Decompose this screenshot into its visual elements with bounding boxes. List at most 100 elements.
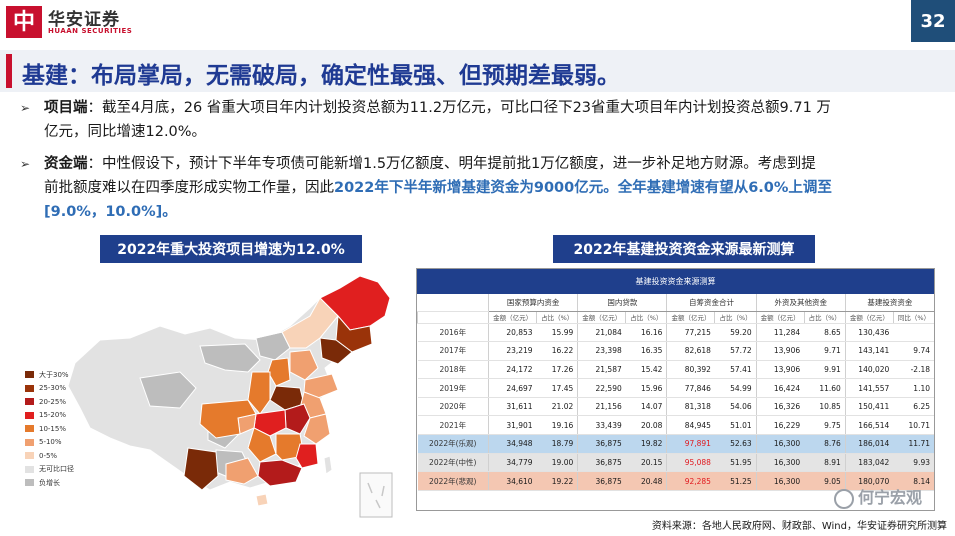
table-caption: 2022年基建投资资金来源最新测算 [553, 235, 815, 263]
funding-table: 国家预算内资金 国内贷款 自筹资金合计 外资及其他资金 基建投资资金 金额（亿元） 占比（… [416, 294, 934, 491]
legend-label: 5-10% [39, 438, 62, 447]
column-sub-header: 金额（亿元） [755, 311, 805, 324]
row-year: 2022年(悲观) [417, 471, 489, 491]
table-cell: 33,439 [577, 415, 626, 436]
table-cell: 20.08 [625, 415, 667, 436]
column-sub-header: 同比（%） [892, 311, 934, 324]
table-cell: 20.48 [625, 471, 667, 491]
table-cell: 57.72 [714, 341, 757, 361]
legend-item: 无可比口径 [25, 463, 74, 477]
funding-table-panel: 基建投资资金来源测算 国家预算内资金 国内贷款 自筹资金合计 外资及其他资金 基建投资资… [416, 268, 935, 511]
table-row: 2022年(乐观) 34,948 18.79 36,875 19.82 97,891 52.… [417, 434, 934, 454]
table-cell: 21,587 [577, 360, 626, 380]
region-taiwan [323, 455, 333, 475]
legend-label: 无可比口径 [39, 465, 74, 474]
scs-dashes [367, 482, 385, 509]
table-cell: 54.99 [714, 378, 757, 398]
table-cell: 6.25 [893, 397, 934, 417]
table-cell: -2.18 [893, 360, 934, 380]
legend-item: 5-10% [25, 436, 74, 450]
column-group-header: 外资及其他资金 [755, 294, 846, 312]
table-cell: 51.95 [714, 453, 757, 473]
table-cell: 34,779 [488, 453, 537, 473]
table-cell: 36,875 [577, 434, 626, 454]
column-sub-header: 占比（%） [625, 311, 667, 324]
table-cell: 11.60 [804, 378, 846, 398]
table-cell: 8.91 [804, 453, 846, 473]
region-zhejiang [303, 413, 331, 445]
legend-item: 20-25% [25, 395, 74, 409]
table-cell: 57.41 [714, 360, 757, 380]
table-cell: 31,611 [488, 397, 537, 417]
brand-logo: 中 [6, 6, 42, 38]
column-sub-header: 占比（%） [714, 311, 757, 324]
column-sub-header: 金额（亿元） [577, 311, 626, 324]
legend-swatch [25, 479, 34, 487]
table-cell: 15.96 [625, 378, 667, 398]
table-cell: 143,141 [844, 341, 894, 361]
legend-swatch [25, 465, 34, 473]
column-sub-header: 占比（%） [803, 311, 846, 324]
table-cell [893, 323, 934, 343]
table-cell: 81,318 [666, 397, 715, 417]
table-cell: 15.99 [536, 323, 578, 343]
legend-label: 负增长 [39, 478, 60, 487]
table-cell: 18.79 [536, 434, 578, 454]
table-cell: 31,901 [488, 415, 537, 436]
table-cell: 14.07 [625, 397, 667, 417]
table-cell: 10.85 [804, 397, 846, 417]
legend-item: 15-20% [25, 409, 74, 423]
table-cell: 180,070 [844, 471, 894, 491]
table-cell: 141,557 [844, 378, 894, 398]
table-cell: 9.75 [804, 415, 846, 436]
row-year: 2017年 [417, 341, 489, 361]
page-number: 32 [911, 0, 955, 42]
table-cell: 16.35 [625, 341, 667, 361]
table-row: 2019年 24,697 17.45 22,590 15.96 77,846 54.99 16… [417, 378, 934, 398]
table-cell: 21,084 [577, 323, 626, 343]
table-cell: 9.93 [893, 453, 934, 473]
region-hunan [247, 427, 277, 463]
column-sub-header: 占比（%） [536, 311, 578, 324]
logo-mark: 中 [12, 9, 35, 35]
table-cell: 19.16 [536, 415, 578, 436]
table-title: 基建投资资金来源测算 [417, 269, 934, 294]
table-cell: 34,948 [488, 434, 537, 454]
table-cell: 183,042 [844, 453, 894, 473]
table-cell: 19.82 [625, 434, 667, 454]
legend-label: 0-5% [39, 451, 58, 460]
table-cell: 21.02 [536, 397, 578, 417]
table-cell: 80,392 [666, 360, 715, 380]
source-note: 资料来源：各地人民政府网、财政部、Wind，华安证券研究所测算 [651, 521, 947, 532]
region-hebei [289, 349, 319, 381]
bullet-text-line2: 前批额度难以在四季度形成实物工作量，因此2022年下半年新增基建资金为9000亿… [44, 180, 832, 196]
legend-label: 15-20% [39, 411, 66, 420]
region-liaoning [319, 337, 353, 365]
table-cell: 15.42 [625, 360, 667, 380]
table-cell: 36,875 [577, 453, 626, 473]
column-sub-header: 金额（亿元） [844, 311, 894, 324]
table-cell: 23,398 [577, 341, 626, 361]
row-year: 2022年(中性) [417, 453, 489, 473]
region-shanxi [267, 357, 291, 387]
table-cell: 166,514 [844, 415, 894, 436]
table-cell: 19.00 [536, 453, 578, 473]
legend-item: 10-15% [25, 422, 74, 436]
table-cell: 16,300 [755, 434, 805, 454]
table-cell: 36,875 [577, 471, 626, 491]
table-cell: 84,945 [666, 415, 715, 436]
row-year: 2022年(乐观) [417, 434, 489, 454]
row-year: 2020年 [417, 397, 489, 417]
legend-label: 10-15% [39, 424, 66, 433]
table-cell: 17.45 [536, 378, 578, 398]
table-cell: 130,436 [844, 323, 894, 343]
region-guangxi [225, 457, 259, 485]
legend-label: 大于30% [39, 370, 69, 379]
legend-swatch [25, 438, 34, 446]
column-group-header: 国内贷款 [577, 294, 667, 312]
legend-item: 负增长 [25, 476, 74, 490]
bullet-key: 资金端 [44, 156, 88, 172]
region-shaanxi [247, 371, 271, 415]
table-row: 2022年(悲观) 34,610 19.22 36,875 20.48 92,285 51.… [417, 471, 934, 491]
row-year: 2018年 [417, 360, 489, 380]
